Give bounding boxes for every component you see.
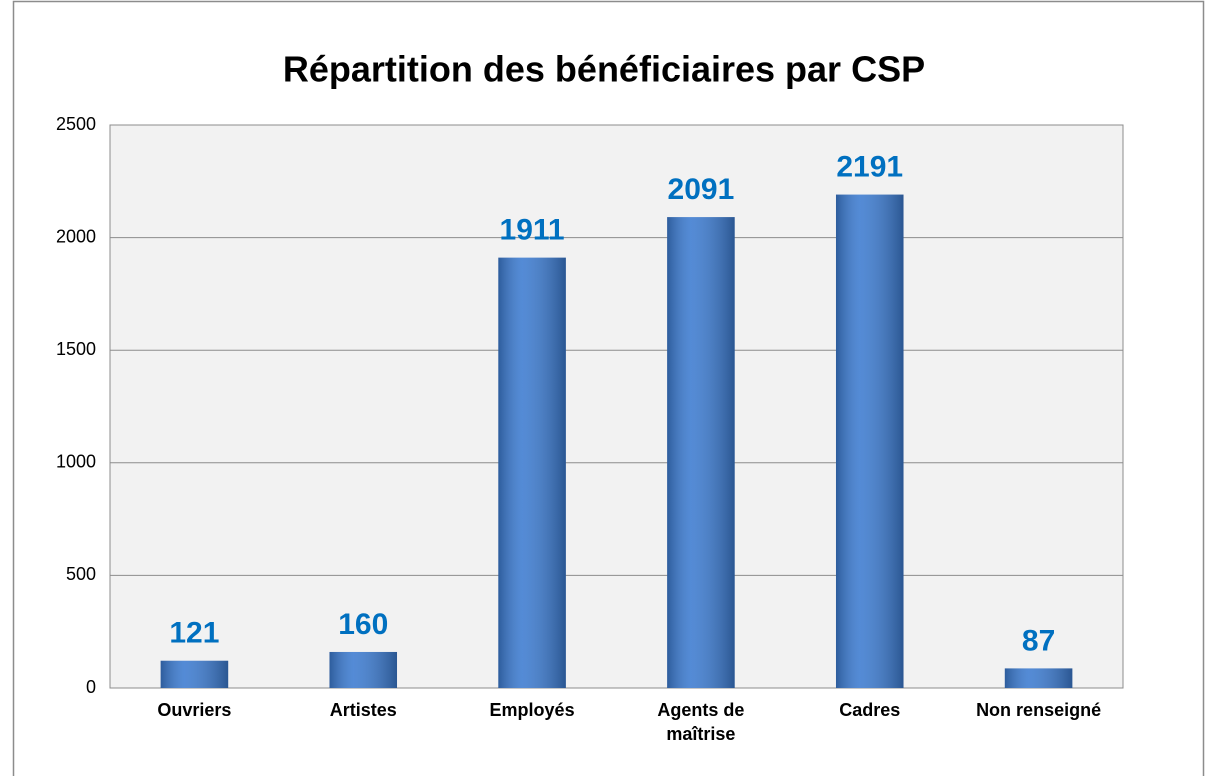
y-tick-label: 0 xyxy=(86,677,96,697)
y-tick-label: 1000 xyxy=(56,452,96,472)
bar-shade xyxy=(329,651,398,688)
y-tick-label: 1500 xyxy=(56,339,96,359)
data-label: 160 xyxy=(338,608,388,641)
bar-shade xyxy=(160,660,229,688)
chart-title: Répartition des bénéficiaires par CSP xyxy=(283,49,925,90)
bar-shade xyxy=(498,257,566,688)
bar-shade xyxy=(1004,668,1073,688)
y-tick-label: 2500 xyxy=(56,114,96,134)
data-label: 2091 xyxy=(668,173,735,206)
x-tick-label: Non renseigné xyxy=(976,700,1102,720)
y-tick-label: 500 xyxy=(66,564,96,584)
bar-shade xyxy=(667,217,735,688)
x-tick-label: Agents de maîtrise xyxy=(657,700,745,744)
x-tick-label: Employés xyxy=(489,700,575,720)
y-tick-label: 2000 xyxy=(56,226,96,246)
data-label: 121 xyxy=(169,617,219,650)
x-tick-label: Artistes xyxy=(329,700,397,720)
data-label: 1911 xyxy=(500,214,565,247)
bar-shade xyxy=(835,194,904,689)
data-label: 87 xyxy=(1022,624,1055,657)
x-tick-label: Ouvriers xyxy=(157,700,232,720)
plot-area xyxy=(109,124,1124,689)
x-tick-label: Cadres xyxy=(839,700,901,720)
data-label: 2191 xyxy=(836,151,903,184)
